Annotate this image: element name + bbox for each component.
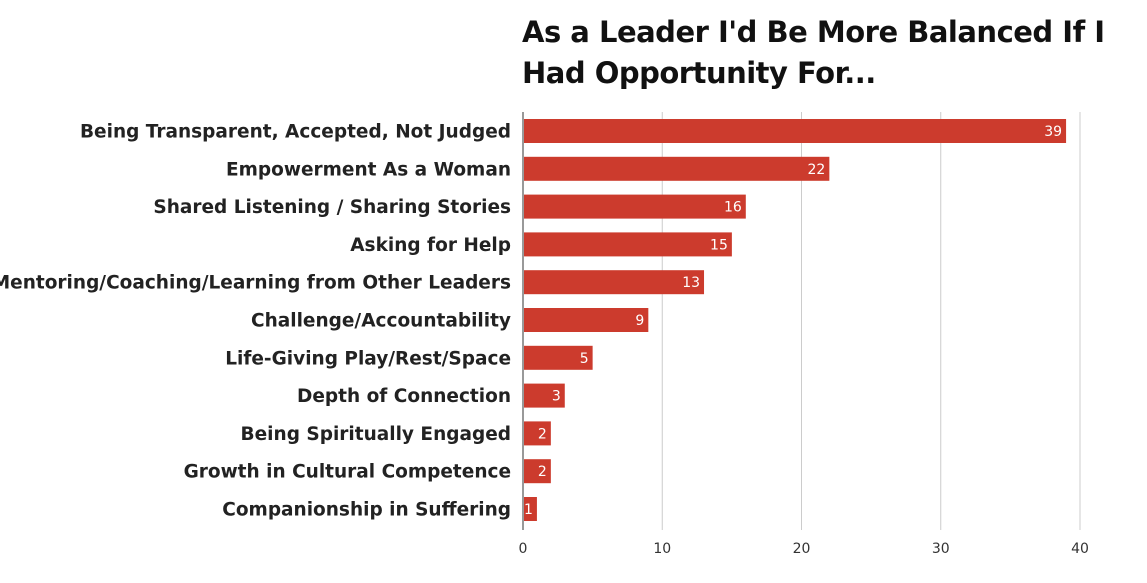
bar <box>524 270 705 295</box>
category-label: Challenge/Accountability <box>251 311 511 332</box>
category-label: Asking for Help <box>350 235 511 256</box>
x-tick-label: 0 <box>519 541 528 557</box>
bar <box>524 156 830 181</box>
data-label: 2 <box>538 464 547 480</box>
category-label: Being Transparent, Accepted, Not Judged <box>80 122 511 143</box>
bar <box>524 345 593 370</box>
category-label: Mentoring/Coaching/Learning from Other L… <box>0 273 511 294</box>
data-label: 3 <box>552 389 561 405</box>
bar <box>524 194 746 219</box>
x-tick-label: 40 <box>1071 541 1089 557</box>
x-tick-label: 10 <box>653 541 671 557</box>
data-label: 1 <box>524 502 533 518</box>
x-tick-label: 30 <box>932 541 950 557</box>
bar <box>524 497 537 521</box>
category-label: Companionship in Suffering <box>222 500 511 521</box>
category-label: Depth of Connection <box>297 386 511 407</box>
data-label: 22 <box>808 162 826 178</box>
x-tick-label: 20 <box>793 541 811 557</box>
data-label: 2 <box>538 426 547 442</box>
chart-title: As a Leader I'd Be More Balanced If I Ha… <box>522 15 1105 90</box>
bar <box>524 232 732 257</box>
data-label: 15 <box>710 237 728 253</box>
bar <box>524 421 551 446</box>
data-label: 5 <box>580 351 589 367</box>
bar <box>524 308 649 332</box>
data-label: 39 <box>1044 124 1062 140</box>
bar <box>524 119 1067 143</box>
data-label: 16 <box>724 200 742 216</box>
category-label: Growth in Cultural Competence <box>184 462 511 483</box>
category-label: Empowerment As a Woman <box>226 159 511 180</box>
category-label: Being Spiritually Engaged <box>241 424 511 445</box>
bar <box>524 459 551 484</box>
data-label: 9 <box>635 313 644 329</box>
category-label: Shared Listening / Sharing Stories <box>153 197 511 218</box>
category-label: Life-Giving Play/Rest/Space <box>225 348 511 369</box>
data-label: 13 <box>682 275 700 291</box>
bar <box>524 383 565 408</box>
